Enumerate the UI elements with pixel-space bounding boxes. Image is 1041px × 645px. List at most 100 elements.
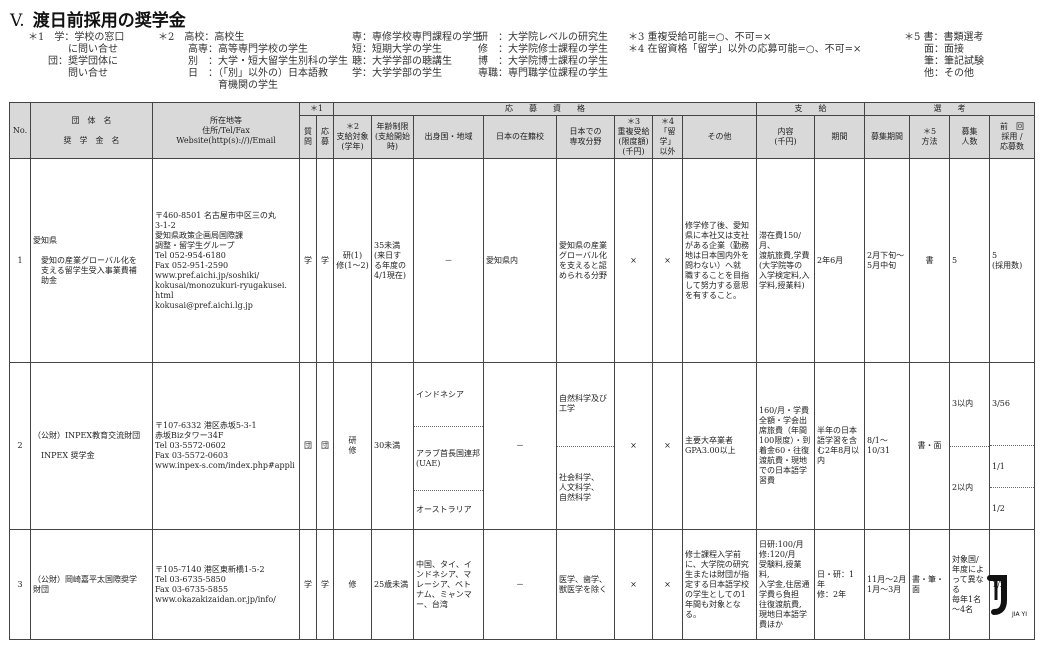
note-5: ＊3 重複受給可能=○、不可=× ＊4 在留資格「留学」以外の応募可能=○、不可…: [628, 32, 862, 55]
header-visa: ＊4 「留学」 以外: [652, 115, 683, 159]
header-org: 団 体 名 奨 学 金 名: [30, 102, 153, 159]
header-no: No.: [9, 102, 31, 159]
row-org: 愛知県 愛知の産業グローバル化を 支える留学生受入事業費補 助金: [30, 158, 153, 363]
jiayi-logo-icon: JIA YI: [987, 575, 1027, 618]
header-qualification: 応 募 資 格: [333, 102, 757, 116]
header-other: その他: [682, 115, 757, 159]
header-star1: ＊1: [299, 102, 334, 116]
row-no: 1: [9, 158, 31, 363]
note-4: 研 ：大学院レベルの研究生 修 ：大学院修士課程の学生 博 ：大学院博士課程の学…: [478, 32, 608, 79]
note-2: ＊2 高校：高校生 高専：高等専門学校の学生 別 ：大学・短大留学生別科の学生 …: [158, 32, 348, 91]
row-question: 団: [299, 362, 317, 530]
row-previous: 3/56 1/1 1/2: [989, 362, 1035, 530]
header-target: ＊2 支給対象 (学年): [333, 115, 372, 159]
count-2: 2以内: [950, 445, 989, 530]
section-number: V.: [10, 11, 25, 31]
row-content: 滞在費150/月、 渡航旅費,学費 (大学院等の 入学検定料,入 学料,授業料): [756, 158, 815, 363]
row-apply: 学: [316, 158, 334, 363]
row-apply: 団: [316, 362, 334, 530]
scholarship-table: No. 団 体 名 奨 学 金 名 所在地等 住所/Tel/Fax Websit…: [9, 102, 1035, 640]
row-count: 3以内 2以内: [949, 362, 990, 530]
row-age: 25歳未満: [371, 529, 414, 640]
row-origin: インドネシア アラブ首長国連邦 (UAE) オーストラリア: [413, 362, 484, 530]
origin-australia: オーストラリア: [414, 490, 483, 529]
header-age: 年齢制限 (支給開始時): [371, 115, 414, 159]
row-period: 2年6月: [814, 158, 865, 363]
row-field: 自然科学及び 工学 社会科学、 人文科学、 自然科学: [556, 362, 615, 530]
header-question: 質 問: [299, 115, 317, 159]
row-content: 160/月・学費 全額・学会出 席旅費（年間 100限度）・到 着金60・往復 …: [756, 362, 815, 530]
row-method: 書・筆・ 面: [909, 529, 950, 640]
row-origin: 中国、タイ、イ ンドネシア、マ レーシア、ベト ナム、ミャンマ ー、台湾: [413, 529, 484, 640]
row-address: 〒105-7140 港区東新橋1-5-2 Tel 03-6735-5850 Fa…: [152, 529, 300, 640]
table-row: 3 （公財）岡崎嘉平太国際奨学 財団 〒105-7140 港区東新橋1-5-2 …: [9, 529, 1035, 640]
row-age: 30未満: [371, 362, 414, 530]
previous-3: 1/2: [990, 487, 1034, 529]
row-visa: ×: [652, 158, 683, 363]
header-selection: 選 考: [864, 102, 1035, 116]
page-title: V. 渡日前採用の奨学金: [10, 6, 186, 31]
note-6: ＊5 書：書類選考 面：面接 筆：筆記試験 他：その他: [904, 32, 984, 79]
table-row: 1 愛知県 愛知の産業グローバル化を 支える留学生受入事業費補 助金 〒460-…: [9, 158, 1035, 363]
row-org: （公財）INPEX教育交流財団 INPEX 奨学金: [30, 362, 153, 530]
row-question: 学: [299, 529, 317, 640]
header-duplicate: ＊3 重複受給 (限度額) (千円): [614, 115, 653, 159]
header-apply: 応 募: [316, 115, 334, 159]
row-apply: 学: [316, 529, 334, 640]
row-duplicate: ×: [614, 362, 653, 530]
row-count: 対象国/ 年度によ って異な る 毎年1名 ～4名: [949, 529, 990, 640]
row-other: 修士課程入学前 に、大学院の研究 生または財団が指 定する日本語学校 の学生とし…: [682, 529, 757, 640]
row-japan-school: －: [483, 529, 557, 640]
row-recruit-period: 2月下旬～ 5月中旬: [864, 158, 910, 363]
section-title: 渡日前採用の奨学金: [32, 11, 186, 31]
row-recruit-period: 11月～2月 1月～3月: [864, 529, 910, 640]
previous-1: 3/56: [992, 399, 1010, 408]
row-field: 医学、歯学、 獣医学を除く: [556, 529, 615, 640]
header-payment: 支 給: [756, 102, 865, 116]
row-origin: －: [413, 158, 484, 363]
header-method: ＊5 方法: [909, 115, 950, 159]
row-duplicate: ×: [614, 158, 653, 363]
previous-2: 1/1: [990, 445, 1034, 487]
row-target: 修: [333, 529, 372, 640]
field-science: 自然科学及び 工学: [559, 394, 607, 414]
row-other: 主要大卒業者 GPA3.00以上: [682, 362, 757, 530]
row-duplicate: ×: [614, 529, 653, 640]
header-previous: 前 回 採用 / 応募数: [989, 115, 1035, 159]
header-count: 募集 人数: [949, 115, 990, 159]
row-count: 5: [949, 158, 990, 363]
row-previous: 5 (採用数): [989, 158, 1035, 363]
row-target: 研 修: [333, 362, 372, 530]
row-question: 学: [299, 158, 317, 363]
origin-indonesia: インドネシア: [416, 389, 464, 399]
row-content: 日研:100/月 修:120/月 受験料,授業料, 入学金,住居通 学費ら負担 …: [756, 529, 815, 640]
note-3: 専：専修学校専門課程の学生 短：短期大学の学生 聴：大学学部の聴講生 学：大学学…: [352, 32, 482, 79]
row-japan-school: 愛知県内: [483, 158, 557, 363]
field-social: 社会科学、 人文科学、 自然科学: [557, 445, 614, 530]
header-content: 内容 (千円): [756, 115, 815, 159]
jiayi-logo: JIA YI: [982, 570, 1032, 620]
row-org: （公財）岡崎嘉平太国際奨学 財団: [30, 529, 153, 640]
row-recruit-period: 8/1～ 10/31: [864, 362, 910, 530]
jiayi-logo-text: JIA YI: [1011, 611, 1027, 618]
table-row: 2 （公財）INPEX教育交流財団 INPEX 奨学金 〒107-6332 港区…: [9, 362, 1035, 530]
row-visa: ×: [652, 529, 683, 640]
row-address: 〒107-6332 港区赤坂5-3-1 赤坂Bizタワー34F Tel 03-5…: [152, 362, 300, 530]
header-period: 期間: [814, 115, 865, 159]
origin-uae: アラブ首長国連邦 (UAE): [414, 426, 483, 490]
row-age: 35未満 (来日す る年度の 4/1現在): [371, 158, 414, 363]
row-method: 書・面: [909, 362, 950, 530]
row-other: 修学修了後、愛知 県に本社又は支社 がある企業（勤務 地は日本国内外を 問わない…: [682, 158, 757, 363]
note-1: ＊1 学：学校の窓口 に問い合せ 団：奨学団体に 問い合せ: [28, 32, 125, 79]
row-method: 書: [909, 158, 950, 363]
row-address: 〒460-8501 名古屋市中区三の丸 3-1-2 愛知県政策企画局国際課 調整…: [152, 158, 300, 363]
row-visa: ×: [652, 362, 683, 530]
header-recruit-period: 募集期間: [864, 115, 910, 159]
count-1: 3以内: [952, 399, 974, 409]
row-period: 半年の日本 語学習を含 む2年8月以 内: [814, 362, 865, 530]
header-field: 日本での 専攻分野: [556, 115, 615, 159]
row-period: 日・研：1 年 修：2年: [814, 529, 865, 640]
row-japan-school: －: [483, 362, 557, 530]
row-target: 研(1) 修(1～2): [333, 158, 372, 363]
header-japan-school: 日本の在籍校: [483, 115, 557, 159]
